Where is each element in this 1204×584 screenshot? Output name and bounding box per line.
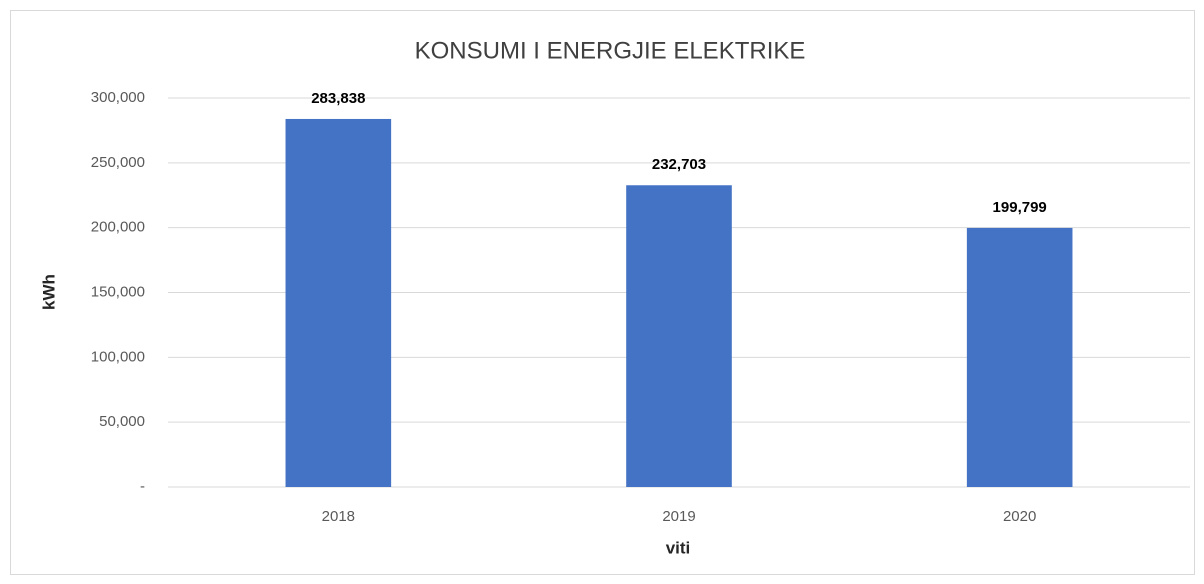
y-tick-label: 200,000 — [91, 219, 145, 236]
data-label: 283,838 — [311, 90, 365, 107]
y-tick-label: 250,000 — [91, 154, 145, 171]
y-tick-label: 150,000 — [91, 283, 145, 300]
chart-title: KONSUMI I ENERGJIE ELEKTRIKE — [415, 37, 806, 64]
y-axis-label: kWh — [39, 274, 58, 310]
x-tick-label: 2018 — [322, 508, 355, 525]
data-label: 232,703 — [652, 156, 706, 173]
y-tick-label: 100,000 — [91, 348, 145, 365]
y-tick-label: - — [140, 478, 145, 495]
x-tick-label: 2020 — [1003, 508, 1036, 525]
y-tick-label: 300,000 — [91, 89, 145, 106]
data-label: 199,799 — [993, 199, 1047, 216]
x-tick-label: 2019 — [662, 508, 695, 525]
bar — [966, 227, 1073, 487]
bar — [285, 118, 392, 487]
bar — [626, 185, 732, 487]
x-axis-label: viti — [666, 538, 691, 557]
y-tick-label: 50,000 — [99, 413, 145, 430]
